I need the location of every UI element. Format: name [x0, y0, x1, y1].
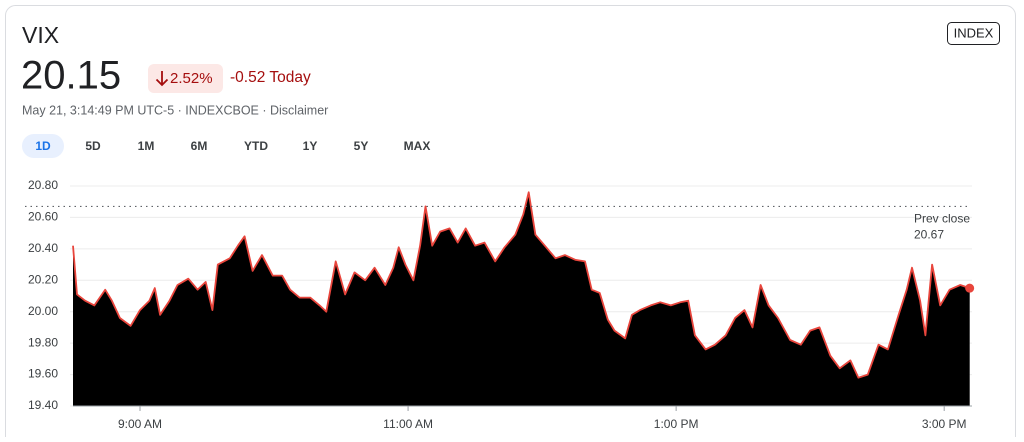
prev-close-value: 20.67	[914, 228, 944, 242]
y-tick-label: 19.60	[28, 367, 58, 381]
x-tick-label: 3:00 PM	[922, 417, 967, 431]
y-tick-label: 20.40	[28, 241, 58, 255]
range-tab[interactable]: 1Y	[303, 139, 318, 153]
change: -0.52 Today	[230, 69, 311, 86]
y-tick-label: 19.40	[28, 398, 58, 412]
range-tab[interactable]: 6M	[191, 139, 208, 153]
badge-box	[947, 22, 1000, 45]
range-tab[interactable]: 1D	[35, 139, 51, 153]
down-arrow	[155, 71, 169, 87]
x-tick-label: 11:00 AM	[383, 417, 433, 431]
ticker-name: VIX	[22, 22, 59, 48]
y-tick-label: 20.00	[28, 304, 58, 318]
y-tick-label: 19.80	[28, 335, 58, 349]
x-tick-label: 9:00 AM	[118, 417, 162, 431]
line	[72, 191, 970, 379]
y-tick-label: 20.80	[28, 178, 58, 192]
change-pct: 2.52%	[170, 70, 213, 87]
range-tab[interactable]: 5Y	[354, 139, 369, 153]
range-tab[interactable]: 5D	[85, 139, 101, 153]
range-tab[interactable]: MAX	[404, 139, 431, 153]
range-tab-active[interactable]	[22, 134, 64, 158]
y-tick-label: 20.60	[28, 210, 58, 224]
range-tab[interactable]: 1M	[138, 139, 155, 153]
prev-close-label: Prev close	[914, 212, 970, 226]
change-pill	[148, 64, 223, 93]
x-tick-label: 1:00 PM	[654, 417, 699, 431]
y-tick-label: 20.20	[28, 272, 58, 286]
range-tab[interactable]: YTD	[244, 139, 268, 153]
badge: INDEX	[954, 25, 994, 40]
meta: May 21, 3:14:49 PM UTC-5 · INDEXCBOE · D…	[22, 103, 328, 117]
last-point	[965, 283, 975, 293]
price: 20.15	[21, 54, 121, 98]
area	[73, 192, 970, 406]
